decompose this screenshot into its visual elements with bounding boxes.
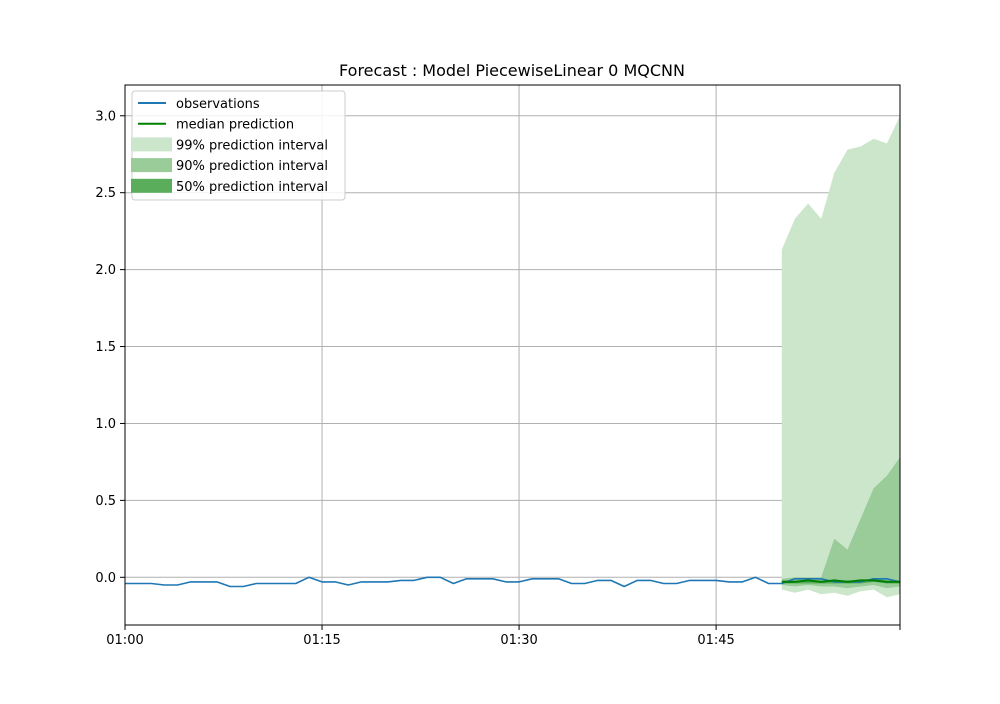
interval-99-band bbox=[781, 115, 900, 598]
observations-line bbox=[125, 576, 901, 588]
x-tick-label: 01:15 bbox=[303, 633, 340, 648]
y-tick-label: 3.0 bbox=[95, 109, 116, 124]
x-tick-label: 01:45 bbox=[697, 633, 734, 648]
prediction-intervals bbox=[781, 115, 900, 598]
x-tick-label: 01:00 bbox=[106, 633, 143, 648]
legend-patch-swatch bbox=[131, 178, 172, 193]
median-prediction-line bbox=[781, 579, 900, 583]
legend-label: observations bbox=[176, 97, 260, 112]
x-tick-label: 01:30 bbox=[500, 633, 537, 648]
y-tick-label: 1.5 bbox=[95, 340, 116, 355]
legend-patch-swatch bbox=[131, 137, 172, 152]
legend-label: 50% prediction interval bbox=[176, 180, 328, 195]
legend: observations median prediction 99% predict… bbox=[131, 90, 346, 201]
legend-label: 99% prediction interval bbox=[176, 138, 328, 153]
series-lines bbox=[125, 576, 901, 588]
y-tick-label: 2.5 bbox=[95, 186, 116, 201]
legend-patch-swatch bbox=[131, 158, 172, 173]
plot-frame bbox=[124, 84, 901, 626]
legend-label: 90% prediction interval bbox=[176, 159, 328, 174]
interval-90-band bbox=[781, 457, 900, 589]
y-tick-label: 2.0 bbox=[95, 263, 116, 278]
legend-label: median prediction bbox=[176, 118, 294, 133]
y-tick-label: 0.5 bbox=[95, 494, 116, 509]
y-tick-label: 0.0 bbox=[95, 571, 116, 586]
chart-title: Forecast : Model PiecewiseLinear 0 MQCNN bbox=[339, 61, 685, 80]
y-tick-label: 1.0 bbox=[95, 417, 116, 432]
axis-ticks: 01:00 01:15 01:30 01:45 0.0 0.5 1.0 1.5 2.0 2.5 3.… bbox=[95, 109, 901, 648]
